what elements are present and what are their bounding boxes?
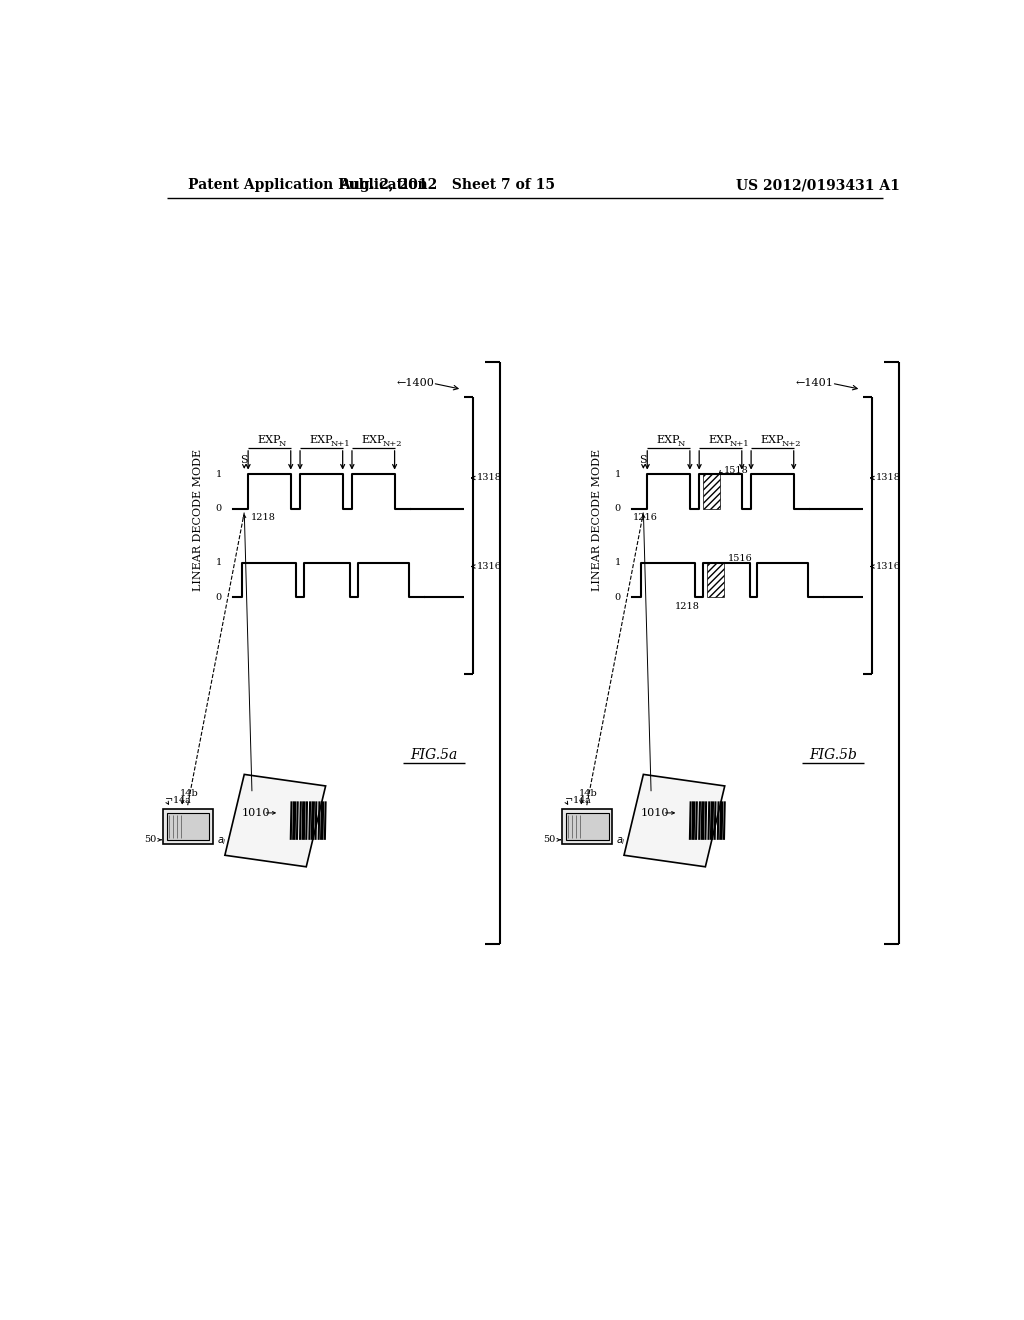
Text: $\neg$14a: $\neg$14a (563, 795, 592, 805)
Text: EXP: EXP (760, 436, 783, 445)
Text: Aug. 2, 2012   Sheet 7 of 15: Aug. 2, 2012 Sheet 7 of 15 (339, 178, 555, 193)
Text: EXP: EXP (309, 436, 333, 445)
Text: US 2012/0193431 A1: US 2012/0193431 A1 (736, 178, 900, 193)
Bar (167, 813, 209, 840)
Text: EXP: EXP (656, 436, 680, 445)
Text: N+1: N+1 (729, 440, 749, 447)
Text: 1: 1 (614, 470, 621, 479)
Polygon shape (225, 775, 326, 867)
Text: $a_i$: $a_i$ (217, 836, 227, 847)
Bar (707, 562, 724, 598)
Text: FIG.5a: FIG.5a (411, 748, 458, 762)
Text: 1: 1 (215, 558, 222, 568)
Text: 0: 0 (614, 504, 621, 513)
Text: 14b: 14b (180, 789, 199, 799)
Bar (562, 809, 612, 843)
Bar (703, 474, 720, 508)
Bar (566, 813, 608, 840)
Text: 1316: 1316 (876, 562, 901, 572)
Text: EXP: EXP (257, 436, 281, 445)
Text: 1216: 1216 (633, 513, 658, 523)
Text: 1516: 1516 (728, 554, 753, 564)
Text: 1518: 1518 (724, 466, 749, 475)
Text: N+2: N+2 (382, 440, 401, 447)
Text: 0: 0 (216, 504, 222, 513)
Text: N: N (678, 440, 685, 447)
Text: S: S (640, 455, 647, 465)
Text: N+1: N+1 (331, 440, 350, 447)
Text: 1316: 1316 (477, 562, 502, 572)
Text: LINEAR DECODE MODE: LINEAR DECODE MODE (193, 449, 203, 591)
Text: Patent Application Publication: Patent Application Publication (188, 178, 428, 193)
Text: S: S (241, 455, 248, 465)
Text: EXP: EXP (709, 436, 732, 445)
Text: ←1400: ←1400 (396, 379, 434, 388)
Text: 14b: 14b (579, 789, 598, 799)
Text: 1010: 1010 (641, 808, 670, 818)
Polygon shape (624, 775, 725, 867)
Text: ←1401: ←1401 (796, 379, 834, 388)
Text: 50: 50 (544, 836, 556, 845)
Text: 1218: 1218 (251, 513, 276, 523)
Text: 1: 1 (215, 470, 222, 479)
Text: 0: 0 (216, 593, 222, 602)
Text: 1: 1 (614, 558, 621, 568)
Bar (163, 809, 213, 843)
Text: LINEAR DECODE MODE: LINEAR DECODE MODE (592, 449, 602, 591)
Text: 1318: 1318 (477, 474, 502, 482)
Text: 1218: 1218 (675, 602, 699, 611)
Text: 50: 50 (144, 836, 157, 845)
Text: EXP: EXP (361, 436, 385, 445)
Text: $a_i$: $a_i$ (616, 836, 626, 847)
Text: FIG.5b: FIG.5b (809, 748, 857, 762)
Text: 1318: 1318 (876, 474, 901, 482)
Text: 0: 0 (614, 593, 621, 602)
Text: 1010: 1010 (242, 808, 270, 818)
Text: N+2: N+2 (781, 440, 801, 447)
Text: N: N (279, 440, 286, 447)
Text: $\neg$14a: $\neg$14a (165, 795, 193, 805)
